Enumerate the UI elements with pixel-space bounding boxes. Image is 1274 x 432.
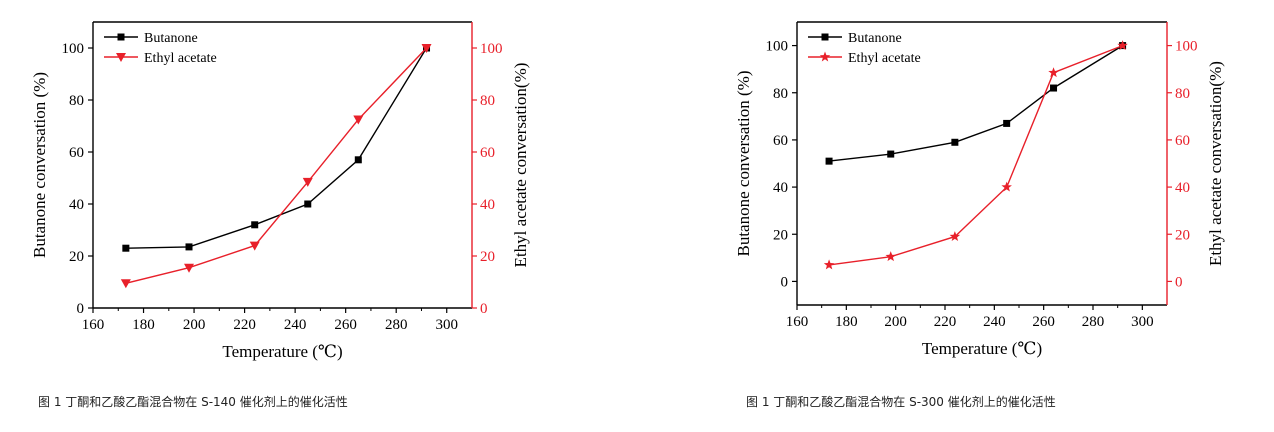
right-y-axis-label: Ethyl acetate conversation(%) bbox=[1206, 61, 1225, 266]
data-point bbox=[1003, 119, 1011, 127]
left-y-tick-label: 80 bbox=[773, 86, 788, 102]
x-tick-label: 240 bbox=[284, 317, 307, 333]
chart-panel-2: 160 180 200 220 240 260 280 300 0 20 40 60 80 100 0 20 4… bbox=[734, 21, 1225, 358]
right-y-tick-label: 40 bbox=[1175, 180, 1190, 196]
legend-marker bbox=[819, 51, 831, 62]
x-tick-label: 200 bbox=[183, 317, 206, 333]
left-y-tick-label: 80 bbox=[69, 93, 84, 109]
legend-marker bbox=[117, 33, 125, 41]
data-point bbox=[1001, 181, 1012, 192]
right-y-tick-label: 100 bbox=[1175, 39, 1198, 55]
legend-label: Butanone bbox=[848, 31, 902, 46]
x-axis-label: Temperature (℃) bbox=[222, 342, 342, 361]
right-y-tick-label: 60 bbox=[480, 145, 495, 161]
series-ethyl-acetate bbox=[823, 40, 1128, 270]
left-y-tick-label: 100 bbox=[62, 41, 85, 57]
figure-caption: 图 1 丁酮和乙酸乙酯混合物在 S-140 催化剂上的催化活性 bbox=[38, 394, 348, 409]
data-point bbox=[887, 150, 895, 158]
left-y-axis-label: Butanone conversation (%) bbox=[734, 71, 753, 257]
left-y-tick-label: 0 bbox=[781, 274, 789, 290]
left-y-tick-label: 60 bbox=[69, 145, 84, 161]
right-y-tick-label: 80 bbox=[1175, 86, 1190, 102]
x-tick-label: 220 bbox=[934, 314, 957, 330]
x-tick-label: 260 bbox=[1032, 314, 1055, 330]
legend-marker bbox=[116, 53, 126, 62]
left-y-tick-label: 40 bbox=[773, 180, 788, 196]
x-tick-label: 220 bbox=[233, 317, 256, 333]
legend-marker bbox=[821, 33, 829, 41]
legend-label: Ethyl acetate bbox=[848, 51, 921, 66]
x-tick-label: 240 bbox=[983, 314, 1006, 330]
x-tick-label: 280 bbox=[1082, 314, 1105, 330]
left-y-tick-label: 20 bbox=[69, 249, 84, 265]
chart-panel-1: 160 180 200 220 240 260 280 300 0 20 40 60 80 100 0 20 4… bbox=[30, 21, 530, 361]
data-point bbox=[302, 177, 313, 187]
right-y-tick-label: 80 bbox=[480, 93, 495, 109]
legend: Butanone Ethyl acetate bbox=[104, 31, 217, 66]
data-point bbox=[1050, 84, 1058, 92]
x-tick-label: 260 bbox=[334, 317, 357, 333]
data-point bbox=[304, 200, 312, 208]
x-tick-label: 180 bbox=[132, 317, 155, 333]
data-point bbox=[185, 243, 193, 251]
legend: Butanone Ethyl acetate bbox=[808, 31, 921, 66]
data-point bbox=[354, 156, 362, 164]
right-y-tick-label: 0 bbox=[1175, 274, 1183, 290]
left-y-tick-label: 0 bbox=[77, 301, 85, 317]
right-y-tick-label: 60 bbox=[1175, 133, 1190, 149]
data-point bbox=[184, 263, 195, 273]
data-point bbox=[949, 231, 961, 242]
x-tick-label: 300 bbox=[435, 317, 458, 333]
data-point bbox=[251, 221, 259, 229]
data-point bbox=[951, 138, 959, 146]
data-point bbox=[421, 44, 432, 53]
figure-caption: 图 1 丁酮和乙酸乙酯混合物在 S-300 催化剂上的催化活性 bbox=[746, 394, 1056, 409]
x-tick-label: 200 bbox=[884, 314, 907, 330]
data-point bbox=[885, 251, 896, 262]
series-line bbox=[125, 47, 428, 284]
x-tick-label: 160 bbox=[82, 317, 105, 333]
left-y-tick-label: 40 bbox=[69, 197, 84, 213]
series-line bbox=[125, 47, 428, 249]
right-y-tick-label: 100 bbox=[480, 41, 503, 57]
x-tick-label: 160 bbox=[786, 314, 809, 330]
left-y-tick-label: 60 bbox=[773, 133, 788, 149]
data-point bbox=[825, 157, 833, 165]
legend-label: Butanone bbox=[144, 31, 198, 46]
x-axis-label: Temperature (℃) bbox=[922, 339, 1042, 358]
legend-label: Ethyl acetate bbox=[144, 51, 217, 66]
right-y-axis-label: Ethyl acetate conversation(%) bbox=[511, 63, 530, 268]
data-point bbox=[122, 244, 130, 252]
left-y-tick-label: 20 bbox=[773, 227, 788, 243]
left-y-tick-label: 100 bbox=[766, 39, 789, 55]
right-y-tick-label: 20 bbox=[1175, 227, 1190, 243]
right-y-tick-label: 40 bbox=[480, 197, 495, 213]
left-y-axis-label: Butanone conversation (%) bbox=[30, 72, 49, 258]
x-tick-label: 180 bbox=[835, 314, 858, 330]
right-y-tick-label: 20 bbox=[480, 249, 495, 265]
series-line bbox=[829, 44, 1123, 266]
series-line bbox=[829, 45, 1123, 162]
data-point bbox=[823, 259, 835, 270]
data-point bbox=[1117, 40, 1128, 51]
x-tick-label: 280 bbox=[385, 317, 408, 333]
data-point bbox=[353, 115, 364, 125]
data-point bbox=[249, 241, 260, 251]
right-y-tick-label: 0 bbox=[480, 301, 488, 317]
series-ethyl-acetate bbox=[120, 44, 432, 289]
data-point bbox=[120, 279, 131, 289]
x-tick-label: 300 bbox=[1131, 314, 1154, 330]
data-point bbox=[1048, 67, 1059, 78]
